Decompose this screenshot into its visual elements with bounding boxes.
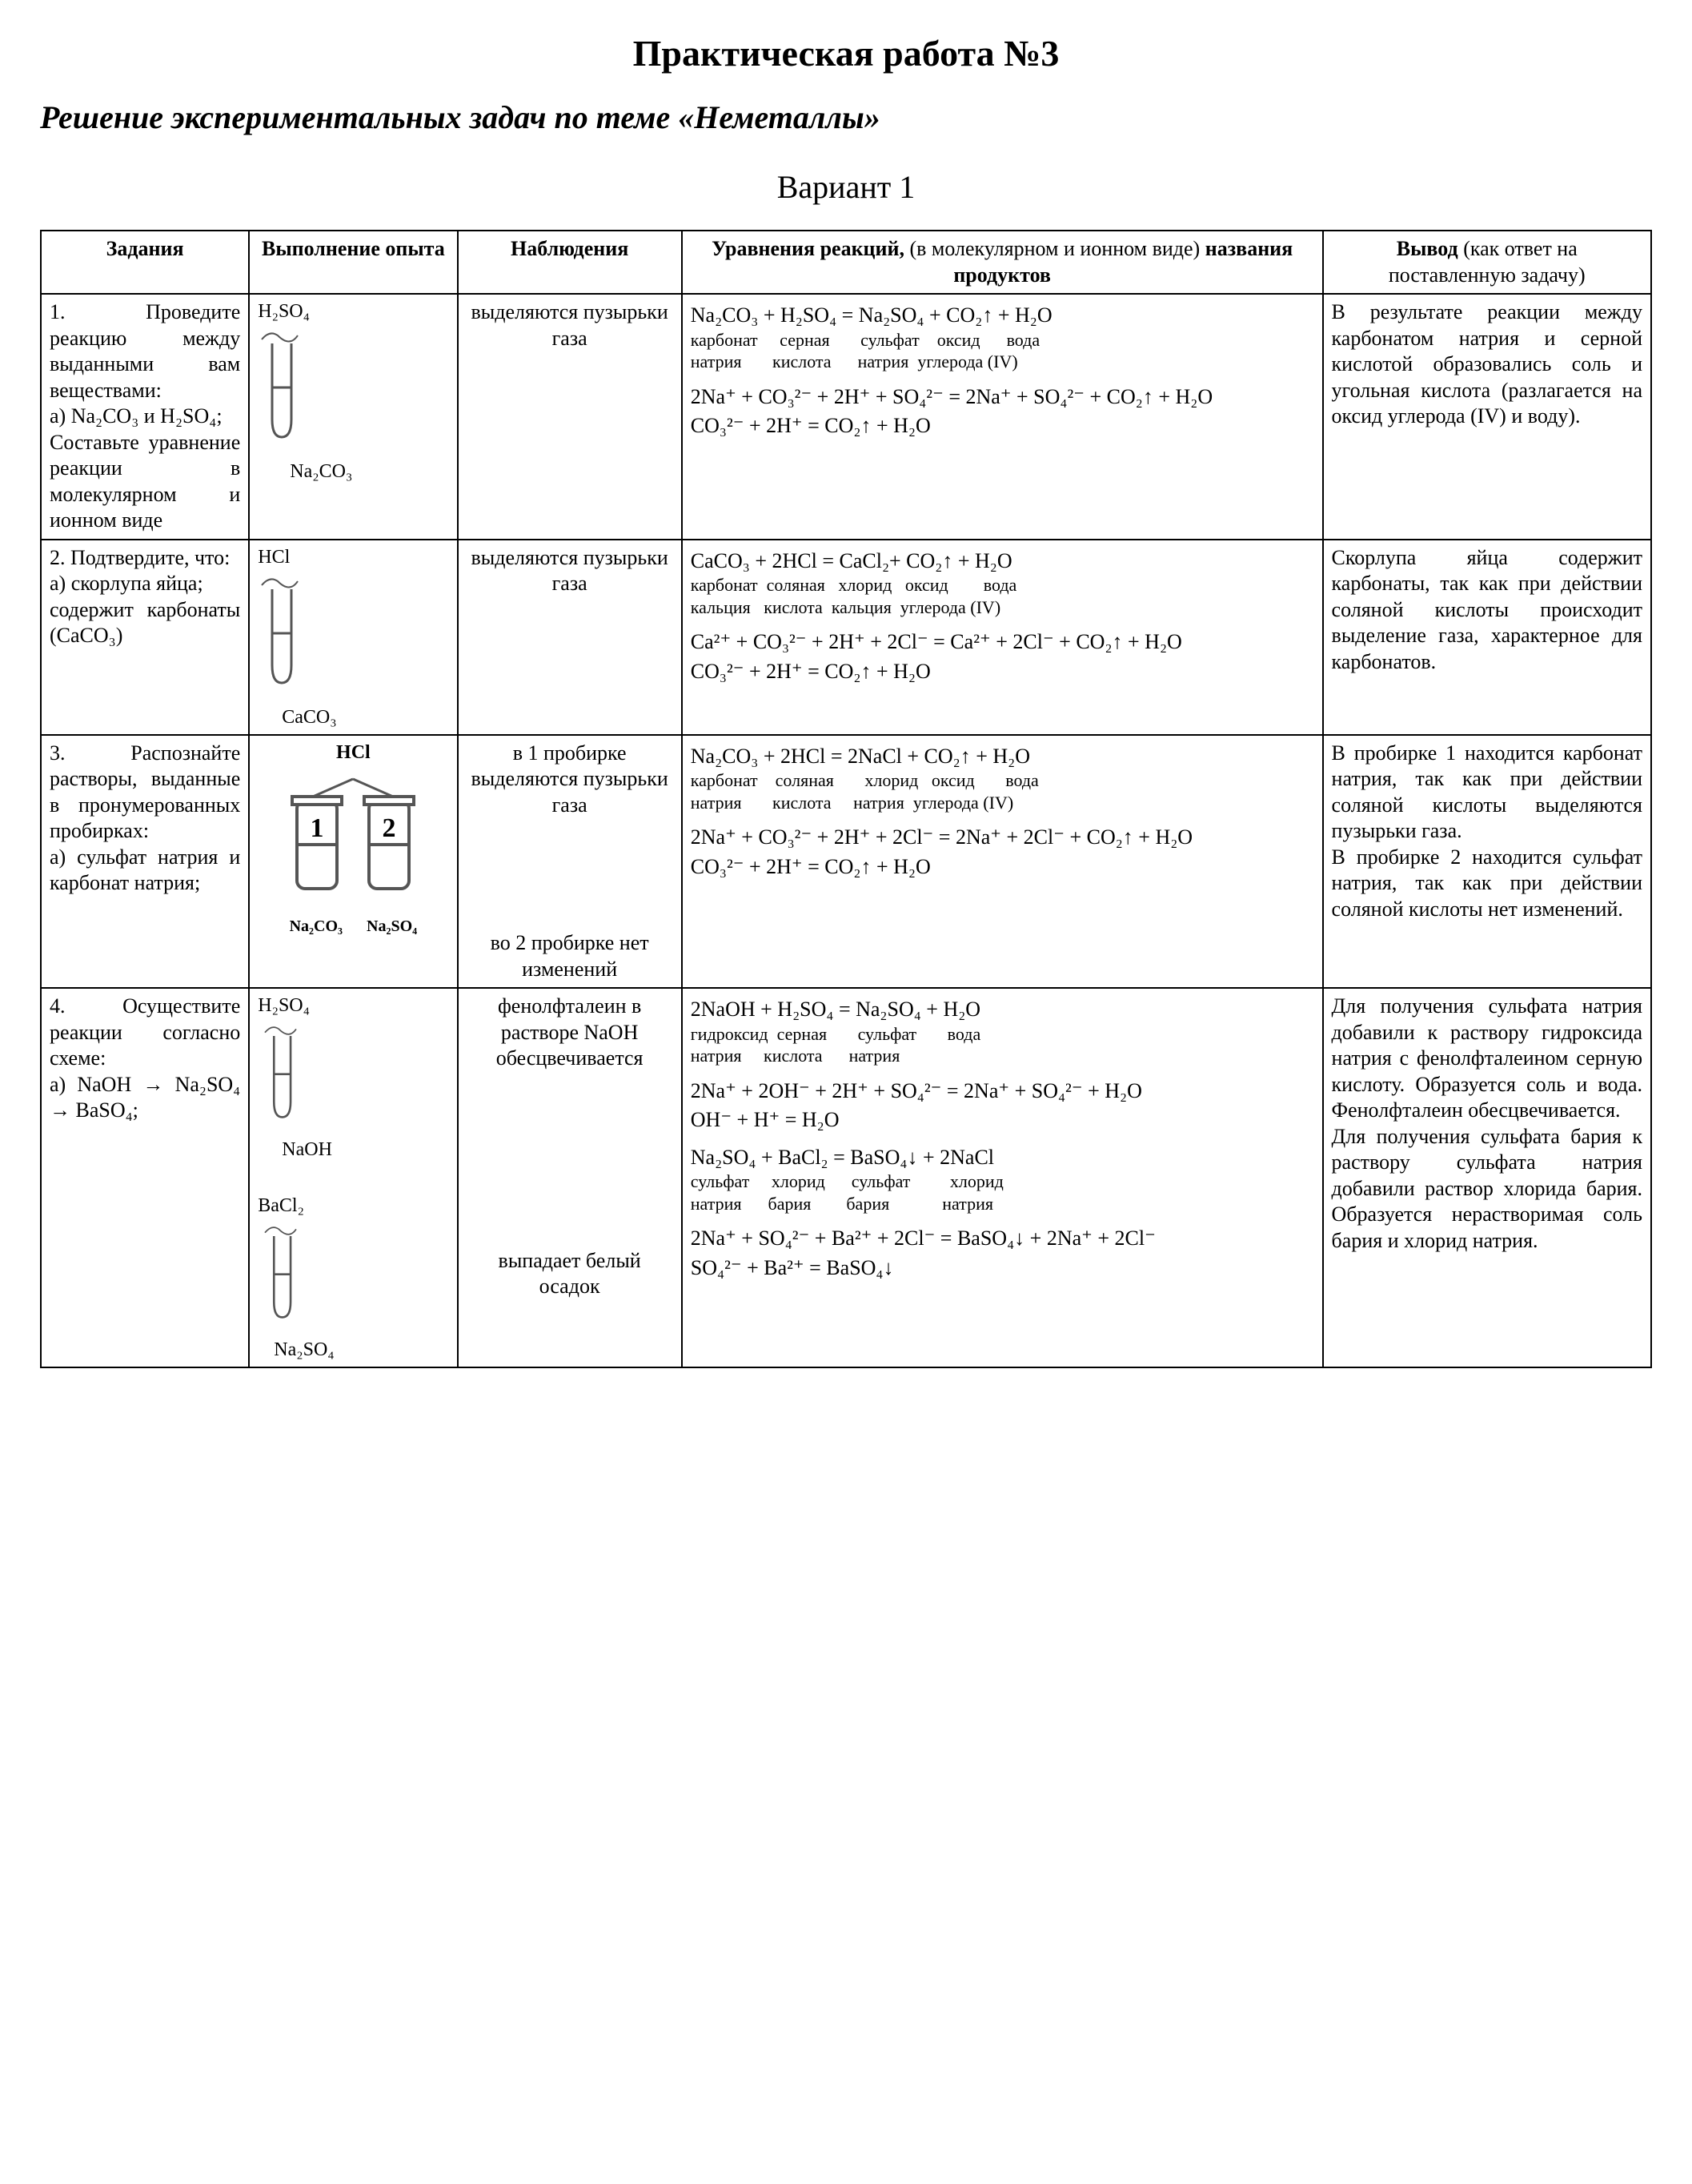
obs-text: выделяются пузырьки газа xyxy=(471,546,668,596)
reagent-top: HCl xyxy=(258,545,290,569)
col-eq: Уравнения реакций, (в молекулярном и ион… xyxy=(682,231,1323,294)
col-exp: Выполнение опыта xyxy=(249,231,457,294)
equation-annotation: карбонат соляная хлорид оксид вода кальц… xyxy=(691,574,1314,618)
equation-annotation: сульфат хлорид сульфат хлорид натрия бар… xyxy=(691,1170,1314,1214)
equation: OH⁻ + H⁺ = H₂O xyxy=(691,1107,1314,1134)
equations-cell: Na₂CO₃ + H₂SO₄ = Na₂SO₄ + CO₂↑ + H₂O кар… xyxy=(682,294,1323,540)
observation-cell: выделяются пузырьки газа xyxy=(458,540,682,735)
equation: CO₃²⁻ + 2H⁺ = CO₂↑ + H₂O xyxy=(691,659,1314,685)
reagent-top: HCl xyxy=(336,741,371,765)
task-cell: 2. Подтвердите, что: а) скорлупа яйца; с… xyxy=(41,540,249,735)
task-text: 1. Проведите реакцию между выданными вам… xyxy=(50,300,240,532)
equation: CO₃²⁻ + 2H⁺ = CO₂↑ + H₂O xyxy=(691,854,1314,881)
conclusion-cell: В пробирке 1 находится карбонат натрия, … xyxy=(1323,735,1651,989)
equation: Ca²⁺ + CO₃²⁻ + 2H⁺ + 2Cl⁻ = Ca²⁺ + 2Cl⁻ … xyxy=(691,629,1314,656)
equation: 2Na⁺ + CO₃²⁻ + 2H⁺ + 2Cl⁻ = 2Na⁺ + 2Cl⁻ … xyxy=(691,825,1314,851)
col-vyvod-a: Вывод xyxy=(1397,237,1463,260)
obs-text-2: во 2 пробирке нет изменений xyxy=(467,930,673,982)
variant-label: Вариант 1 xyxy=(40,168,1652,206)
equation-annotation: карбонат серная сульфат оксид вода натри… xyxy=(691,329,1314,373)
test-tube-icon xyxy=(258,1226,314,1330)
reagent-bottom-1: NaOH xyxy=(282,1138,332,1162)
observation-cell: выделяются пузырьки газа xyxy=(458,294,682,540)
reagent-bottom: CaCO₃ xyxy=(282,705,336,729)
col-eq-a: Уравнения реакций, xyxy=(712,237,909,260)
task-cell: 1. Проведите реакцию между выданными вам… xyxy=(41,294,249,540)
vyvod-text: В результате реакции между карбонатом на… xyxy=(1332,300,1642,428)
equation: CO₃²⁻ + 2H⁺ = CO₂↑ + H₂O xyxy=(691,413,1314,440)
conclusion-cell: В результате реакции между карбонатом на… xyxy=(1323,294,1651,540)
equation-annotation: гидроксид серная сульфат вода натрия кис… xyxy=(691,1023,1314,1067)
conclusion-cell: Для получения сульфата натрия добавили к… xyxy=(1323,988,1651,1367)
equation: 2Na⁺ + 2OH⁻ + 2H⁺ + SO₄²⁻ = 2Na⁺ + SO₄²⁻… xyxy=(691,1078,1314,1105)
vyvod-text: Для получения сульфата натрия добавили к… xyxy=(1332,994,1642,1252)
equations-cell: CaCO₃ + 2HCl = CaCl₂+ CO₂↑ + H₂O карбона… xyxy=(682,540,1323,735)
experiments-table: Задания Выполнение опыта Наблюдения Урав… xyxy=(40,230,1652,1368)
table-row: 4. Осуществите реакции согласно схеме: а… xyxy=(41,988,1651,1367)
task-cell: 3. Распознайте растворы, выданные в прон… xyxy=(41,735,249,989)
tube1-bottom-label: Na₂CO₃ xyxy=(290,917,343,937)
obs-text: выделяются пузырьки газа xyxy=(471,300,668,350)
page-subtitle: Решение экспериментальных задач по теме … xyxy=(40,98,1652,136)
conclusion-cell: Скорлупа яйца содержит карбонаты, так ка… xyxy=(1323,540,1651,735)
experiment-cell: HCl 1 xyxy=(249,735,457,989)
tube-number-1: 1 xyxy=(311,813,324,843)
table-header-row: Задания Выполнение опыта Наблюдения Урав… xyxy=(41,231,1651,294)
equation: Na₂SO₄ + BaCl₂ = BaSO₄↓ + 2NaCl xyxy=(691,1145,1314,1171)
task-text: 4. Осуществите реакции согласно схеме: а… xyxy=(50,994,240,1122)
col-obs: Наблюдения xyxy=(458,231,682,294)
table-row: 3. Распознайте растворы, выданные в прон… xyxy=(41,735,1651,989)
task-text: 2. Подтвердите, что: а) скорлупа яйца; с… xyxy=(50,546,240,648)
observation-cell: в 1 пробирке выделяются пузырьки газа во… xyxy=(458,735,682,989)
equation: 2Na⁺ + SO₄²⁻ + Ba²⁺ + 2Cl⁻ = BaSO₄↓ + 2N… xyxy=(691,1226,1314,1252)
page-title: Практическая работа №3 xyxy=(40,32,1652,74)
task-cell: 4. Осуществите реакции согласно схеме: а… xyxy=(41,988,249,1367)
experiment-cell: H₂SO₄ Na₂CO₃ xyxy=(249,294,457,540)
equations-cell: Na₂CO₃ + 2HCl = 2NaCl + CO₂↑ + H₂O карбо… xyxy=(682,735,1323,989)
test-tube-icon xyxy=(258,331,314,452)
experiment-cell: HCl CaCO₃ xyxy=(249,540,457,735)
reagent-bottom: Na₂CO₃ xyxy=(290,460,352,484)
equation: 2Na⁺ + CO₃²⁻ + 2H⁺ + SO₄²⁻ = 2Na⁺ + SO₄²… xyxy=(691,384,1314,411)
reagent-top-1: H₂SO₄ xyxy=(258,994,310,1018)
tube-number-2: 2 xyxy=(383,813,396,843)
observation-cell: фенолфталеин в растворе NaOH обесцвечива… xyxy=(458,988,682,1367)
vyvod-text: В пробирке 1 находится карбонат натрия, … xyxy=(1332,741,1642,921)
equation: SO₄²⁻ + Ba²⁺ = BaSO₄↓ xyxy=(691,1255,1314,1282)
equations-cell: 2NaOH + H₂SO₄ = Na₂SO₄ + H₂O гидроксид с… xyxy=(682,988,1323,1367)
equation: CaCO₃ + 2HCl = CaCl₂+ CO₂↑ + H₂O xyxy=(691,548,1314,575)
obs-text: фенолфталеин в растворе NaOH обесцвечива… xyxy=(467,994,673,1072)
reagent-top-2: BaCl₂ xyxy=(258,1194,304,1218)
tube2-bottom-label: Na₂SO₄ xyxy=(367,917,417,937)
equation: 2NaOH + H₂SO₄ = Na₂SO₄ + H₂O xyxy=(691,997,1314,1023)
reagent-bottom-2: Na₂SO₄ xyxy=(274,1338,334,1362)
obs-text-2: выпадает белый осадок xyxy=(467,1248,673,1300)
equation: Na₂CO₃ + 2HCl = 2NaCl + CO₂↑ + H₂O xyxy=(691,744,1314,770)
reagent-top: H₂SO₄ xyxy=(258,299,310,323)
vyvod-text: Скорлупа яйца содержит карбонаты, так ка… xyxy=(1332,546,1642,673)
col-task: Задания xyxy=(41,231,249,294)
test-tube-icon xyxy=(258,577,314,697)
equation: Na₂CO₃ + H₂SO₄ = Na₂SO₄ + CO₂↑ + H₂O xyxy=(691,303,1314,329)
col-vyvod: Вывод (как ответ на поставленную задачу) xyxy=(1323,231,1651,294)
test-tube-icon xyxy=(258,1026,314,1130)
equation-annotation: карбонат соляная хлорид оксид вода натри… xyxy=(691,769,1314,813)
col-eq-b: (в молекулярном и ионном виде) xyxy=(910,237,1205,260)
table-row: 1. Проведите реакцию между выданными вам… xyxy=(41,294,1651,540)
obs-text: в 1 пробирке выделяются пузырьки газа xyxy=(467,741,673,819)
table-row: 2. Подтвердите, что: а) скорлупа яйца; с… xyxy=(41,540,1651,735)
experiment-cell: H₂SO₄ NaOH BaCl₂ Na₂SO₄ xyxy=(249,988,457,1367)
double-test-tube-icon: 1 2 xyxy=(265,773,441,909)
task-text: 3. Распознайте растворы, выданные в прон… xyxy=(50,741,240,895)
